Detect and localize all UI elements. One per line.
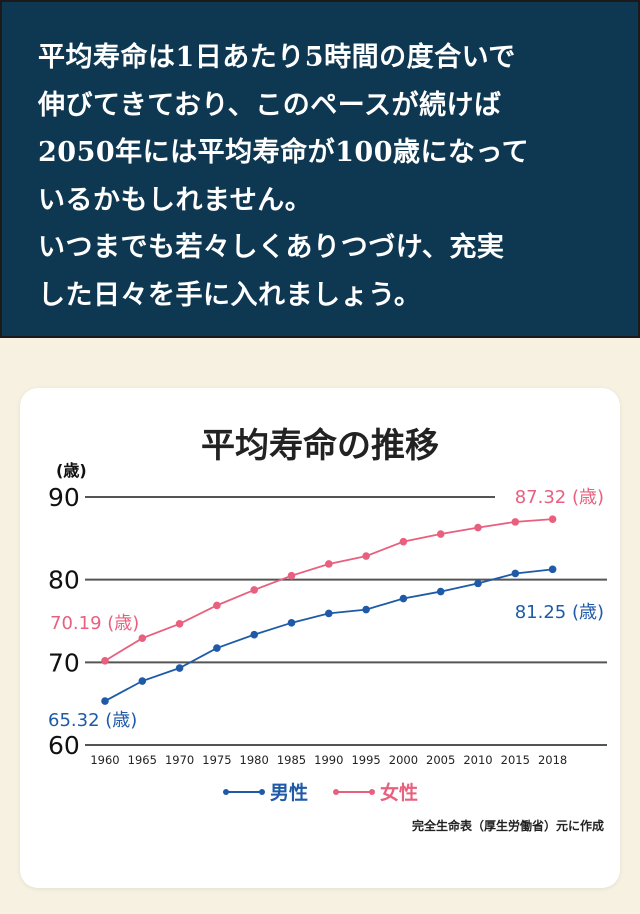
data-point-male	[213, 644, 221, 652]
data-point-female	[175, 620, 184, 628]
data-point-male	[511, 569, 520, 578]
data-point-female	[250, 586, 258, 594]
data-point-female	[511, 518, 520, 526]
banner-text: 平均寿命は1日あたり5時間の度合いで 伸びてきており、このペースが続けば 205…	[38, 34, 618, 319]
data-point-male	[325, 609, 333, 618]
banner-line: した日々を手に入れましょう。	[38, 279, 422, 311]
message-banner: 平均寿命は1日あたり5時間の度合いで 伸びてきており、このペースが続けば 205…	[0, 0, 640, 338]
data-point-female	[362, 552, 370, 560]
series-line-female	[104, 518, 553, 662]
chart-title: 平均寿命の推移	[201, 426, 439, 466]
chart-source: 完全生命表（厚生労働省）元に作成	[411, 819, 604, 833]
data-point-female	[399, 537, 408, 546]
banner-line: いつまでも若々しくありつづけ、充実	[38, 232, 505, 263]
data-point-female	[548, 515, 557, 523]
x-tick-label: 2000	[389, 753, 418, 767]
legend-female-marker-icon	[333, 788, 375, 795]
x-tick-label: 2018	[538, 753, 567, 767]
x-tick-label: 1995	[351, 753, 380, 767]
y-axis-label: (歳)	[56, 461, 87, 480]
x-tick-label: 1980	[240, 753, 269, 767]
y-tick-label: 70	[48, 648, 80, 677]
banner-line: 2050年には平均寿命が100歳になって	[38, 137, 530, 168]
data-point-female	[474, 523, 482, 532]
data-point-male	[250, 630, 258, 639]
x-tick-label: 1965	[128, 753, 157, 767]
y-tick-label: 60	[48, 731, 80, 760]
data-point-male	[175, 664, 184, 672]
x-tick-label: 1985	[277, 753, 306, 767]
legend-label-female: 女性	[380, 782, 419, 804]
data-point-male	[138, 677, 147, 685]
x-tick-label: 2015	[501, 753, 530, 767]
data-point-male	[101, 697, 109, 705]
y-tick-label: 80	[48, 566, 80, 595]
annotation-male-end: 81.25 (歳)	[515, 602, 604, 623]
x-tick-label: 1970	[165, 753, 194, 767]
annotation-female-start: 70.19 (歳)	[50, 613, 139, 634]
legend-male-marker-icon	[222, 788, 265, 795]
x-tick-label: 2005	[426, 753, 455, 767]
data-point-male	[362, 605, 370, 614]
x-tick-label: 1960	[90, 753, 119, 767]
data-point-female	[213, 601, 221, 610]
x-tick-label: 2010	[463, 753, 492, 767]
x-tick-label: 1990	[314, 753, 343, 767]
x-tick-label: 1975	[202, 753, 231, 767]
data-point-female	[101, 656, 109, 665]
data-point-female	[325, 560, 333, 568]
annotation-male-start: 65.32 (歳)	[48, 710, 137, 731]
y-tick-label: 90	[48, 483, 80, 512]
banner-line: いるかもしれません。	[38, 184, 313, 216]
data-point-male	[474, 579, 482, 588]
banner-line: 伸びてきており、このペースが続けば	[38, 89, 502, 121]
data-point-male	[548, 565, 557, 574]
data-point-male	[399, 594, 408, 603]
chart-card	[20, 388, 620, 888]
annotation-female-end: 87.32 (歳)	[515, 487, 604, 508]
legend-item-male: 男性	[222, 778, 308, 805]
chart-legend: 男性 女性	[0, 778, 640, 805]
series-line-male	[104, 568, 553, 702]
data-point-female	[436, 530, 445, 538]
legend-item-female: 女性	[332, 778, 418, 805]
banner-line: 平均寿命は1日あたり5時間の度合いで	[38, 42, 516, 73]
data-point-female	[287, 571, 296, 580]
legend-label-male: 男性	[269, 782, 308, 804]
data-point-male	[287, 619, 296, 627]
data-point-male	[436, 587, 445, 596]
data-point-female	[138, 634, 147, 642]
